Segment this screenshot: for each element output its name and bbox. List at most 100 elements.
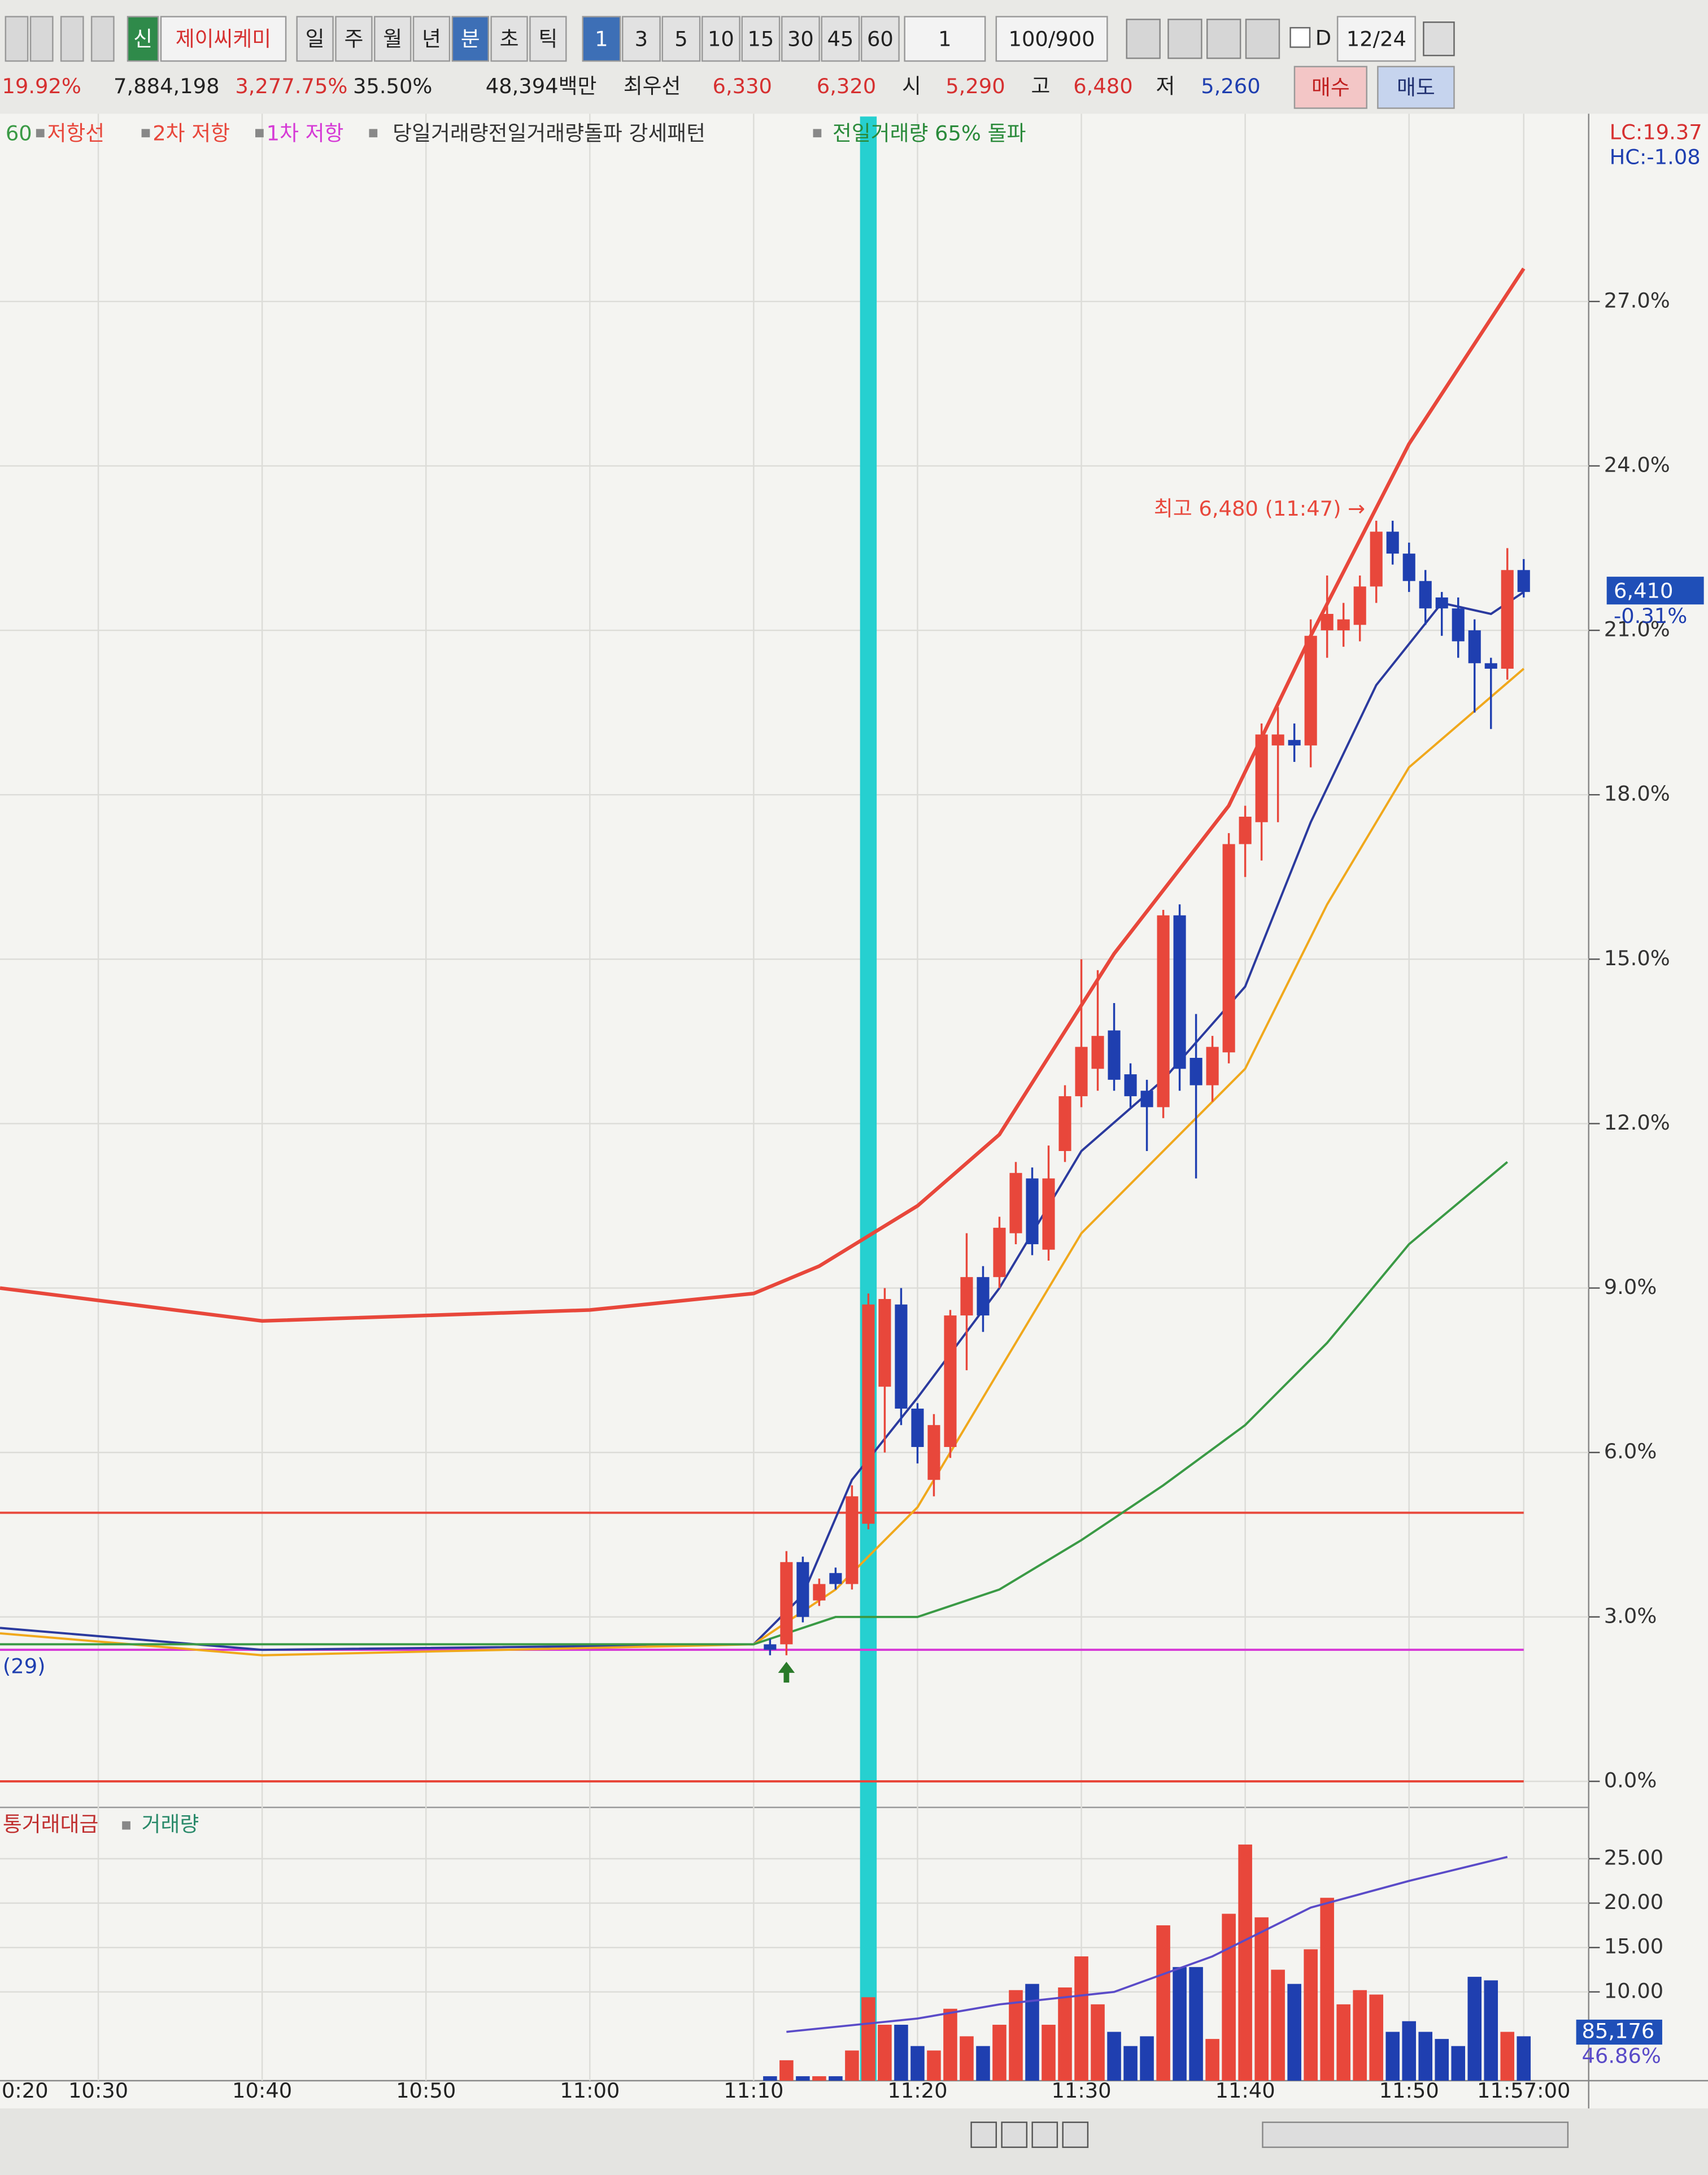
icon[interactable] <box>90 16 115 62</box>
button-label[interactable]: 10 <box>708 27 734 51</box>
icon[interactable] <box>60 16 84 62</box>
quote-change-pct: 19.92% <box>2 74 81 98</box>
button-label[interactable]: 매도 <box>1397 76 1435 100</box>
button-label[interactable]: 주 <box>344 27 363 51</box>
button-label[interactable]: 신 <box>133 27 152 51</box>
icon[interactable] <box>5 16 29 62</box>
icon[interactable] <box>1423 21 1455 56</box>
legend-item: 60 <box>6 121 32 146</box>
button[interactable] <box>374 16 412 62</box>
tool-strip[interactable] <box>1262 2121 1569 2148</box>
volume-bar <box>976 2046 990 2081</box>
button[interactable] <box>1377 66 1455 109</box>
icon[interactable] <box>29 16 54 62</box>
volume-bar <box>910 2046 925 2081</box>
button[interactable] <box>582 16 621 62</box>
button[interactable] <box>451 16 489 62</box>
button[interactable] <box>904 16 986 62</box>
button-label[interactable]: 60 <box>867 27 894 51</box>
candle-body <box>1091 1036 1104 1069</box>
y-tick-label: 27.0% <box>1604 288 1670 312</box>
button-label[interactable]: 제이씨케미 <box>176 27 271 51</box>
icon[interactable] <box>1245 19 1280 59</box>
volume-bar <box>943 2008 957 2081</box>
candle-body <box>1239 817 1252 844</box>
candle-body <box>796 1562 809 1617</box>
candle-body <box>1058 1096 1071 1151</box>
button-label[interactable]: 월 <box>383 27 402 51</box>
candle-body <box>1288 740 1301 746</box>
volume-bar <box>1254 1917 1269 2081</box>
button-label[interactable]: 일 <box>306 27 325 51</box>
button[interactable] <box>1062 2121 1089 2148</box>
button-label[interactable]: 1 <box>938 27 951 51</box>
volume-bar <box>1140 2036 1154 2081</box>
button[interactable] <box>970 2121 997 2148</box>
button-label[interactable]: 틱 <box>538 27 557 51</box>
candle-body <box>1370 531 1383 587</box>
legend-item: 통거래대금 <box>3 1812 98 1837</box>
volume-bar <box>845 2050 859 2081</box>
button[interactable] <box>861 16 900 62</box>
volume-bar <box>1058 1987 1072 2081</box>
button-label[interactable]: 15 <box>747 27 774 51</box>
quote-high-label: 고 <box>1031 74 1050 98</box>
volume-bar <box>1369 1994 1383 2081</box>
button[interactable] <box>661 16 701 62</box>
button-label[interactable]: 년 <box>422 27 441 51</box>
button[interactable] <box>1293 66 1367 109</box>
button[interactable] <box>821 16 860 62</box>
button-label[interactable]: 30 <box>787 27 814 51</box>
button[interactable] <box>529 16 567 62</box>
volume-bar <box>1222 1914 1236 2081</box>
button[interactable] <box>412 16 451 62</box>
volume-bar <box>1189 1967 1203 2081</box>
scroll-controls[interactable] <box>970 2121 1569 2148</box>
button[interactable] <box>127 16 159 62</box>
button-label[interactable]: 초 <box>500 27 519 51</box>
button[interactable] <box>781 16 820 62</box>
button[interactable] <box>622 16 661 62</box>
button-label[interactable]: 45 <box>827 27 853 51</box>
button-label[interactable]: 분 <box>461 27 480 51</box>
icon[interactable] <box>1126 19 1161 59</box>
volume-bar <box>1287 1984 1301 2081</box>
button[interactable] <box>702 16 740 62</box>
button-label[interactable]: 5 <box>674 27 687 51</box>
button-label[interactable]: 100/900 <box>1009 27 1095 51</box>
legend-item: 당일거래량전일거래량돌파 강세패턴 <box>393 121 705 146</box>
last-ratio: 46.86% <box>1581 2044 1661 2068</box>
checkbox[interactable] <box>1289 27 1311 48</box>
button-label[interactable]: 3 <box>635 27 648 51</box>
legend-item: 1차 저항 <box>267 121 344 146</box>
button-label[interactable]: 12/24 <box>1347 27 1406 51</box>
button[interactable] <box>335 16 373 62</box>
candle-body <box>1304 635 1317 746</box>
candle-body <box>1173 915 1186 1069</box>
button[interactable] <box>1001 2121 1028 2148</box>
candle-body <box>878 1298 891 1387</box>
volume-bar <box>1484 1980 1498 2081</box>
volume-bar <box>894 2024 908 2081</box>
button-label[interactable]: 매수 <box>1312 76 1350 100</box>
volume-bar <box>1271 1969 1285 2081</box>
button[interactable] <box>1031 2121 1058 2148</box>
candle-body <box>1468 630 1481 664</box>
x-tick-label: 11:10 <box>724 2078 783 2103</box>
button[interactable] <box>995 16 1108 62</box>
highlight-band <box>860 116 877 2081</box>
legend-swatch <box>141 129 150 138</box>
button[interactable] <box>296 16 334 62</box>
icon[interactable] <box>1206 19 1241 59</box>
button[interactable] <box>1336 16 1416 62</box>
button[interactable] <box>490 16 528 62</box>
button-label[interactable]: 1 <box>595 27 608 51</box>
icon[interactable] <box>1167 19 1202 59</box>
y-tick-label: 15.0% <box>1604 946 1670 970</box>
x-tick-label: 11:40 <box>1215 2078 1275 2103</box>
button[interactable] <box>741 16 781 62</box>
last-volume: 85,176 <box>1581 2019 1654 2043</box>
volume-bar <box>1500 2032 1515 2081</box>
button[interactable] <box>160 16 287 62</box>
